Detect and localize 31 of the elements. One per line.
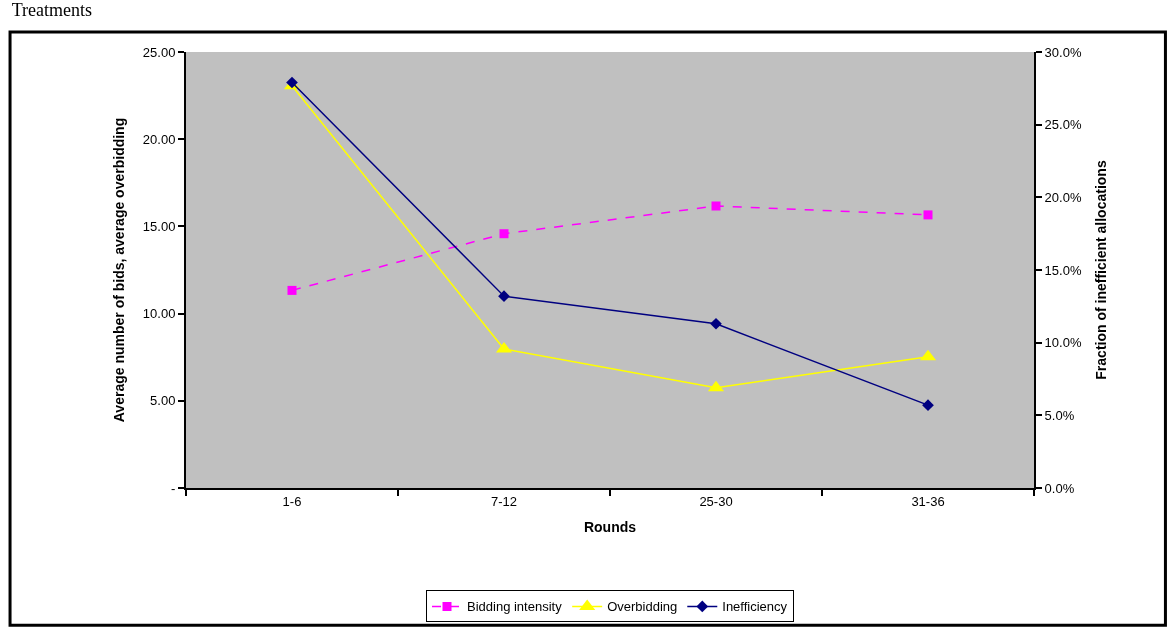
y-tick-label: 15.00 <box>142 218 176 234</box>
legend-label: Inefficiency <box>722 599 788 615</box>
legend-label: Overbidding <box>607 599 678 615</box>
x-axis-title: Rounds <box>583 519 637 536</box>
y2-tick-label: 5.0% <box>1044 407 1075 423</box>
point <box>499 229 509 239</box>
x-tick-label: 31-36 <box>911 493 945 509</box>
point <box>710 317 722 330</box>
y2-tick-label: 30.0% <box>1044 44 1082 60</box>
point <box>922 399 934 412</box>
y-tick-label: 5.00 <box>150 393 176 409</box>
y-tick-label: 10.00 <box>142 306 176 322</box>
chart-title: Treatments <box>11 0 93 20</box>
y2-tick-label: 20.0% <box>1044 189 1082 205</box>
point <box>923 210 933 220</box>
x-tick-label: 25-30 <box>699 493 733 509</box>
legend-label: Bidding intensity <box>467 599 563 615</box>
point <box>287 285 297 295</box>
y-tick-label: 25.00 <box>142 44 176 60</box>
y-axis-title: Average number of bids, average overbidding <box>110 117 127 423</box>
y2-tick-label: 25.0% <box>1044 117 1082 133</box>
x-tick-label: 7-12 <box>490 493 518 509</box>
point <box>498 290 510 303</box>
y-tick-label: 20.00 <box>142 131 176 147</box>
y2-tick-label: 10.0% <box>1044 335 1082 351</box>
y2-axis-title: Fraction of inefficient allocations <box>1092 160 1109 380</box>
y-tick-label: - <box>171 480 176 496</box>
y2-tick-label: 15.0% <box>1044 262 1082 278</box>
point <box>711 201 721 211</box>
y2-tick-label: 0.0% <box>1044 480 1075 496</box>
x-tick-label: 1-6 <box>282 493 302 509</box>
